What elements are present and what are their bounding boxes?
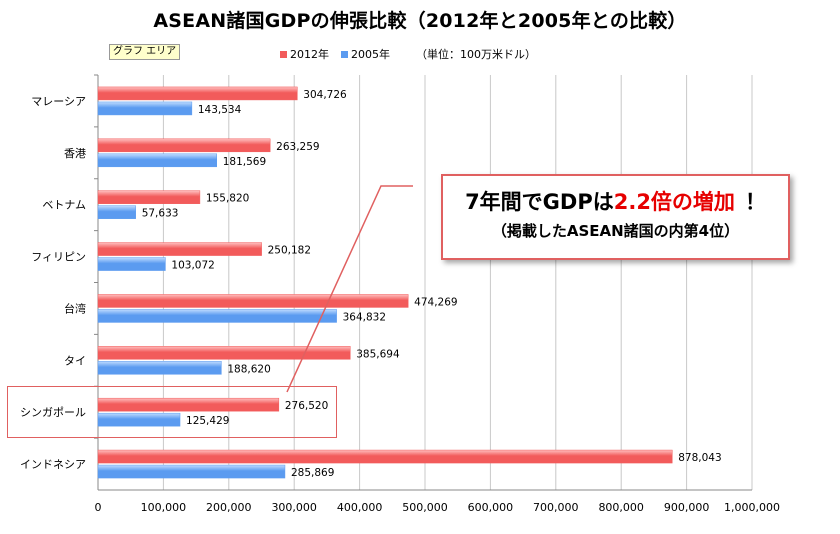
data-labels: 304,726 143,534 263,259 181,569 155,820 57,63… bbox=[142, 89, 722, 479]
x-tick-label: 500,000 bbox=[402, 501, 448, 514]
callout-box: 7年間でGDPは2.2倍の増加 ！ （掲載したASEAN諸国の内第4位） bbox=[441, 174, 790, 260]
legend-item-2012: 2012年 bbox=[280, 46, 329, 62]
bar-2012 bbox=[97, 138, 271, 153]
chart-area-tag: グラフ エリア bbox=[109, 44, 181, 60]
category-label: マレーシア bbox=[31, 95, 86, 108]
category-label: シンガポール bbox=[20, 406, 86, 419]
x-tick-label: 100,000 bbox=[141, 501, 187, 514]
data-label-2005: 143,534 bbox=[198, 104, 242, 116]
x-tick-labels: 0 100,000 200,000 300,000 400,000 500,000 600,… bbox=[95, 501, 780, 514]
x-tick-label: 200,000 bbox=[206, 501, 252, 514]
callout-line-2: （掲載したASEAN諸国の内第4位） bbox=[491, 222, 740, 240]
callout-suffix: ！ bbox=[744, 190, 766, 214]
legend: 2012年 2005年 （単位：100万米ドル） bbox=[280, 46, 536, 62]
bar-2005 bbox=[97, 464, 286, 479]
data-label-2012: 276,520 bbox=[285, 400, 328, 412]
category-label: インドネシア bbox=[20, 458, 86, 471]
category-label: タイ bbox=[64, 354, 86, 367]
bar-2005 bbox=[97, 153, 217, 168]
category-label: ベトナム bbox=[42, 199, 86, 212]
data-label-2005: 181,569 bbox=[223, 156, 266, 168]
chart-title: ASEAN諸国GDPの伸張比較（2012年と2005年との比較） bbox=[153, 10, 687, 32]
bar-2012 bbox=[97, 294, 409, 308]
highlight-box-singapore bbox=[7, 386, 337, 438]
data-label-2012: 385,694 bbox=[356, 348, 400, 360]
data-label-2012: 474,269 bbox=[414, 296, 457, 308]
unit-note: （単位：100万米ドル） bbox=[416, 48, 536, 61]
x-tick-label: 400,000 bbox=[337, 501, 383, 514]
bar-2012 bbox=[97, 190, 201, 204]
bar-2012 bbox=[97, 242, 262, 256]
bar-2005 bbox=[97, 257, 166, 271]
bar-2005 bbox=[97, 205, 136, 219]
data-label-2012: 250,182 bbox=[268, 245, 311, 257]
data-label-2012: 263,259 bbox=[276, 141, 319, 153]
data-label-2012: 304,726 bbox=[303, 89, 347, 101]
callout-line-1: 7年間でGDPは2.2倍の増加 ！ bbox=[443, 186, 788, 216]
bar-2005 bbox=[97, 309, 337, 323]
x-tick-label: 800,000 bbox=[598, 501, 644, 514]
data-label-2005: 125,429 bbox=[186, 415, 229, 427]
legend-label-2012: 2012年 bbox=[290, 48, 329, 61]
legend-item-2005: 2005年 bbox=[341, 46, 390, 62]
data-label-2012: 155,820 bbox=[206, 193, 249, 205]
callout-highlight: 2.2倍の増加 bbox=[613, 190, 735, 214]
x-tick-label: 300,000 bbox=[271, 501, 317, 514]
data-label-2012: 878,043 bbox=[678, 452, 721, 464]
bar-2005 bbox=[97, 361, 222, 375]
x-tick-label: 1,000,000 bbox=[724, 501, 780, 514]
bar-2012 bbox=[97, 449, 673, 464]
data-label-2005: 364,832 bbox=[343, 311, 386, 323]
category-label: フィリピン bbox=[31, 251, 86, 264]
legend-label-2005: 2005年 bbox=[351, 48, 390, 61]
data-label-2005: 103,072 bbox=[171, 260, 214, 272]
annotation bbox=[286, 185, 413, 393]
data-label-2005: 285,869 bbox=[291, 467, 334, 479]
callout-prefix: 7年間でGDPは bbox=[465, 190, 614, 214]
data-label-2005: 57,633 bbox=[142, 208, 179, 220]
legend-swatch-2012 bbox=[280, 50, 287, 58]
x-tick-label: 700,000 bbox=[533, 501, 579, 514]
legend-swatch-2005 bbox=[341, 50, 348, 58]
callout-pointer-line bbox=[286, 185, 413, 393]
bar-2012 bbox=[97, 346, 351, 360]
bar-2005 bbox=[97, 101, 193, 116]
x-tick-label: 900,000 bbox=[664, 501, 710, 514]
category-label: 台湾 bbox=[64, 301, 86, 315]
data-label-2005: 188,620 bbox=[227, 363, 270, 375]
x-tick-label: 600,000 bbox=[468, 501, 514, 514]
x-tick-label: 0 bbox=[95, 501, 102, 514]
bar-2005 bbox=[97, 412, 181, 427]
category-label: 香港 bbox=[64, 147, 86, 160]
bar-2012 bbox=[97, 397, 280, 412]
bar-2012 bbox=[97, 86, 298, 101]
